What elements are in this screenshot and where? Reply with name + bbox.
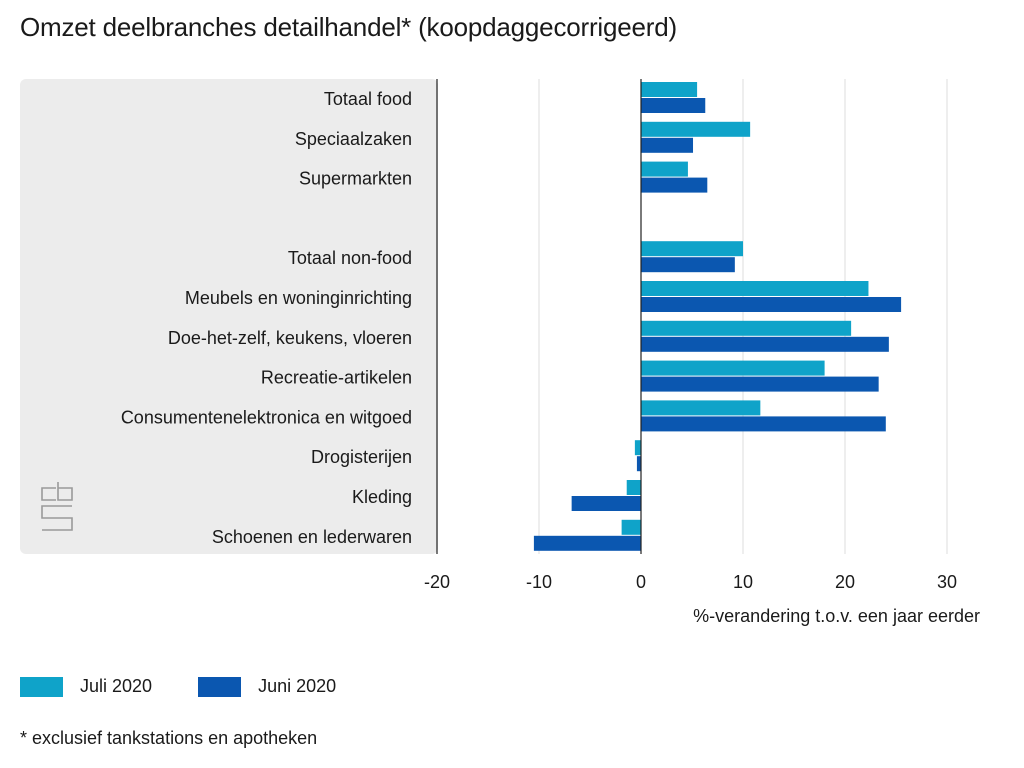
chart-title: Omzet deelbranches detailhandel* (koopda…	[20, 12, 677, 42]
bar-juli	[641, 360, 825, 376]
legend: Juli 2020 Juni 2020	[20, 676, 382, 697]
x-tick-label: 10	[733, 572, 753, 592]
bar-juli	[634, 440, 641, 456]
x-tick-label: 20	[835, 572, 855, 592]
bar-juni	[641, 297, 902, 312]
bar-juli	[621, 519, 641, 535]
category-label: Speciaalzaken	[295, 129, 412, 149]
category-label: Supermarkten	[299, 169, 412, 189]
legend-swatch-juni	[198, 676, 242, 697]
bar-juli	[641, 320, 852, 336]
category-label: Totaal food	[324, 89, 412, 109]
x-tick-labels: -20 -10 0 10 20 30	[424, 572, 957, 592]
x-tick-label: 0	[636, 572, 646, 592]
x-tick-label: -20	[424, 572, 450, 592]
footnote: * exclusief tankstations en apotheken	[20, 728, 318, 748]
legend-item-juli: Juli 2020	[20, 676, 152, 697]
bar-juli	[641, 281, 869, 296]
category-label: Consumentenelektronica en witgoed	[121, 407, 412, 427]
category-label: Doe-het-zelf, keukens, vloeren	[168, 328, 412, 348]
category-label: Totaal non-food	[288, 248, 412, 268]
category-label: Kleding	[352, 487, 412, 507]
x-tick-label: 30	[937, 572, 957, 592]
bar-juni	[641, 376, 879, 392]
bar-juni	[533, 535, 641, 551]
legend-item-juni: Juni 2020	[198, 676, 336, 697]
category-labels: Totaal food Speciaalzaken Supermarkten Tota…	[121, 89, 412, 547]
bar-juni	[636, 456, 641, 472]
bar-juni	[571, 496, 641, 511]
legend-label-juni: Juni 2020	[258, 676, 337, 696]
legend-label-juli: Juli 2020	[80, 676, 153, 696]
bar-juni	[641, 137, 694, 153]
cbs-logo-icon	[41, 482, 73, 531]
category-label: Recreatie-artikelen	[261, 368, 412, 388]
bar-juni	[641, 98, 706, 113]
category-label: Schoenen en lederwaren	[212, 527, 412, 547]
bar-juni	[641, 257, 735, 273]
bar-juli	[641, 400, 761, 416]
category-label: Meubels en woninginrichting	[185, 288, 412, 308]
category-label: Drogisterijen	[311, 447, 412, 467]
bar-juli	[641, 161, 688, 177]
bar-juni	[641, 177, 708, 193]
bar-juni	[641, 416, 886, 432]
bars	[533, 79, 902, 554]
bar-juli	[641, 82, 698, 97]
bar-juni	[641, 336, 889, 352]
x-tick-label: -10	[526, 572, 552, 592]
bar-juli	[641, 241, 743, 257]
gridlines	[538, 79, 948, 554]
label-panel	[20, 79, 438, 554]
legend-swatch-juli	[20, 676, 63, 697]
x-axis-label: %-verandering t.o.v. een jaar eerder	[693, 606, 980, 626]
bar-juli	[641, 121, 751, 137]
bar-juli	[626, 480, 641, 495]
